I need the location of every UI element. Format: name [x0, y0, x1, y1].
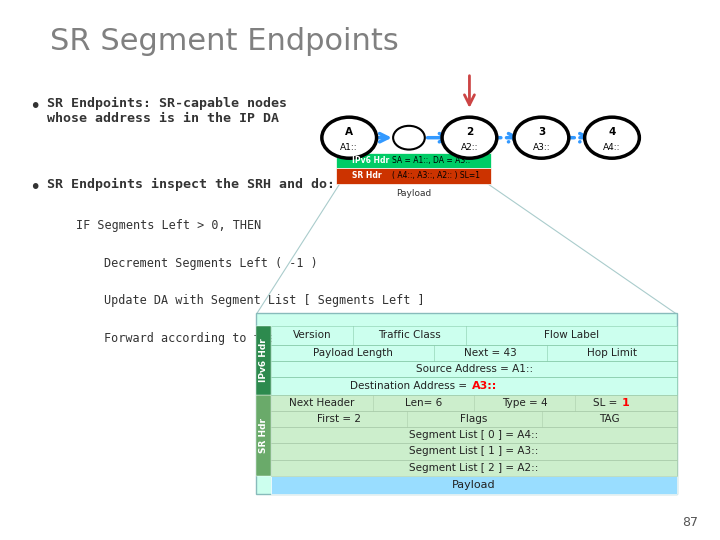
- Text: Len= 6: Len= 6: [405, 398, 442, 408]
- Text: SL =: SL =: [593, 398, 621, 408]
- FancyBboxPatch shape: [271, 326, 677, 345]
- Circle shape: [585, 117, 639, 158]
- Text: A3::: A3::: [533, 143, 550, 152]
- Text: Version: Version: [292, 330, 331, 340]
- FancyBboxPatch shape: [256, 313, 677, 494]
- Text: SA = A1::, DA = A3::: SA = A1::, DA = A3::: [392, 156, 471, 165]
- Text: ( A4::, A3::, A2:: ) SL=1: ( A4::, A3::, A2:: ) SL=1: [392, 171, 480, 180]
- Text: Source Address = A1::: Source Address = A1::: [415, 364, 533, 374]
- Circle shape: [393, 126, 425, 150]
- Text: 4: 4: [608, 127, 616, 137]
- FancyBboxPatch shape: [271, 460, 677, 476]
- Text: A: A: [345, 127, 354, 137]
- Text: Traffic Class: Traffic Class: [378, 330, 441, 340]
- FancyBboxPatch shape: [256, 395, 271, 476]
- Text: Next Header: Next Header: [289, 398, 355, 408]
- Text: Payload: Payload: [452, 480, 496, 490]
- FancyBboxPatch shape: [271, 443, 677, 460]
- Text: A2::: A2::: [461, 143, 478, 152]
- Text: Destination Address =: Destination Address =: [350, 381, 471, 391]
- Text: First = 2: First = 2: [317, 414, 361, 424]
- Text: SR Segment Endpoints: SR Segment Endpoints: [50, 27, 399, 56]
- Text: SR Hdr: SR Hdr: [352, 171, 382, 180]
- Text: 1: 1: [622, 398, 629, 408]
- Text: 3: 3: [538, 127, 545, 137]
- Text: •: •: [29, 97, 40, 116]
- Text: Update DA with Segment List [ Segments Left ]: Update DA with Segment List [ Segments L…: [104, 294, 425, 307]
- FancyBboxPatch shape: [336, 153, 491, 168]
- Text: Segment List [ 2 ] = A2::: Segment List [ 2 ] = A2::: [410, 463, 539, 472]
- Text: SR Hdr: SR Hdr: [259, 418, 268, 453]
- Text: Decrement Segments Left ( -1 ): Decrement Segments Left ( -1 ): [104, 256, 318, 269]
- Text: Segment List [ 0 ] = A4::: Segment List [ 0 ] = A4::: [410, 430, 539, 440]
- Text: Hop Limit: Hop Limit: [587, 348, 637, 357]
- FancyBboxPatch shape: [271, 476, 677, 494]
- Text: A4::: A4::: [603, 143, 621, 152]
- Text: A3::: A3::: [472, 381, 498, 391]
- Text: Flow Label: Flow Label: [544, 330, 599, 340]
- Text: 87: 87: [683, 516, 698, 529]
- FancyBboxPatch shape: [271, 411, 677, 427]
- Text: Type = 4: Type = 4: [502, 398, 548, 408]
- Circle shape: [322, 117, 377, 158]
- Text: Next = 43: Next = 43: [464, 348, 517, 357]
- FancyBboxPatch shape: [336, 168, 491, 184]
- FancyBboxPatch shape: [271, 395, 677, 411]
- Circle shape: [442, 117, 497, 158]
- Text: Forward according to the new IP DA: Forward according to the new IP DA: [104, 332, 346, 345]
- Text: SR Endpoints: SR-capable nodes
whose address is in the IP DA: SR Endpoints: SR-capable nodes whose add…: [47, 97, 287, 125]
- Text: TAG: TAG: [599, 414, 619, 424]
- Text: Payload Length: Payload Length: [312, 348, 392, 357]
- Text: 2: 2: [466, 127, 473, 137]
- Text: Flags: Flags: [460, 414, 488, 424]
- Text: SR Endpoints inspect the SRH and do:: SR Endpoints inspect the SRH and do:: [47, 178, 335, 191]
- Circle shape: [514, 117, 569, 158]
- Text: •: •: [29, 178, 40, 197]
- Text: IPv6 Hdr: IPv6 Hdr: [259, 339, 268, 382]
- Text: Segment List [ 1 ] = A3::: Segment List [ 1 ] = A3::: [410, 447, 539, 456]
- FancyBboxPatch shape: [271, 427, 677, 443]
- FancyBboxPatch shape: [271, 361, 677, 377]
- Text: Payload: Payload: [396, 189, 431, 198]
- FancyBboxPatch shape: [271, 377, 677, 395]
- FancyBboxPatch shape: [271, 345, 677, 361]
- Text: IPv6 Hdr: IPv6 Hdr: [352, 156, 390, 165]
- Text: A1::: A1::: [341, 143, 358, 152]
- Text: IF Segments Left > 0, THEN: IF Segments Left > 0, THEN: [76, 219, 261, 232]
- FancyBboxPatch shape: [256, 326, 271, 395]
